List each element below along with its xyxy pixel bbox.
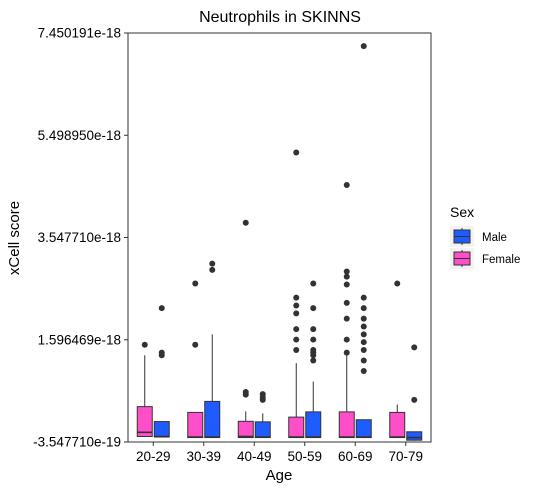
outlier-point <box>310 357 317 364</box>
box-male-50-59 <box>305 280 322 439</box>
box-female-50-59 <box>288 149 305 439</box>
box-female-40-49 <box>237 219 254 439</box>
outlier-point <box>259 391 266 398</box>
outlier-point <box>310 336 317 343</box>
outlier-point <box>411 396 418 403</box>
outlier-point <box>293 336 300 343</box>
box-female-20-29 <box>136 341 153 438</box>
y-axis: -3.547710e-19 1.596469e-18 3.547710e-18 5.4… <box>33 26 128 450</box>
legend-label-female: Female <box>482 254 520 266</box>
legend-item-male: Male <box>450 226 507 247</box>
outlier-point <box>293 310 300 317</box>
box-female-60-69 <box>338 181 355 439</box>
y-tick-label: 5.498950e-18 <box>38 128 121 143</box>
y-tick-label: 3.547710e-18 <box>38 230 121 245</box>
outlier-point <box>394 280 401 287</box>
outlier-point <box>360 315 367 322</box>
outlier-point <box>343 315 350 322</box>
x-tick-label: 50-59 <box>287 449 322 464</box>
chart-title: Neutrophils in SKINNS <box>199 9 361 26</box>
box-body <box>136 406 153 438</box>
box-body <box>254 421 271 439</box>
outlier-point <box>158 349 165 356</box>
box-male-70-79 <box>406 344 423 441</box>
legend: Sex Male Female <box>450 204 520 269</box>
box-body <box>288 416 305 439</box>
outlier-point <box>343 336 350 343</box>
box-body <box>153 421 170 438</box>
outlier-point <box>343 349 350 356</box>
box-body <box>355 419 372 439</box>
outlier-point <box>242 219 249 226</box>
box-male-20-29 <box>153 305 170 438</box>
box-body <box>406 431 423 441</box>
legend-label-male: Male <box>482 232 507 244</box>
outlier-point <box>343 273 350 280</box>
box-body <box>305 411 322 439</box>
box-body <box>187 411 204 439</box>
x-tick-label: 70-79 <box>388 449 423 464</box>
outlier-point <box>158 305 165 312</box>
x-tick-label: 40-49 <box>237 449 272 464</box>
outlier-point <box>343 268 350 275</box>
box-female-30-39 <box>187 280 204 439</box>
outlier-point <box>411 344 418 351</box>
box-male-40-49 <box>254 391 271 439</box>
box-body <box>204 400 221 439</box>
outlier-point <box>209 260 216 267</box>
outlier-point <box>360 331 367 338</box>
box-body <box>338 411 355 439</box>
outlier-point <box>192 280 199 287</box>
outlier-point <box>360 43 367 50</box>
boxes-layer <box>136 43 423 441</box>
box-male-30-39 <box>204 260 221 439</box>
y-axis-title: xCell score <box>6 201 23 275</box>
outlier-point <box>360 357 367 364</box>
outlier-point <box>360 339 367 346</box>
outlier-point <box>293 294 300 301</box>
outlier-point <box>192 341 199 348</box>
outlier-point <box>360 368 367 375</box>
box-body <box>389 411 406 439</box>
y-tick-label: 7.450191e-18 <box>38 26 121 41</box>
x-tick-label: 60-69 <box>338 449 373 464</box>
x-axis: 20-29 30-39 40-49 50-59 60-69 70-79 <box>136 442 423 464</box>
outlier-point <box>360 305 367 312</box>
outlier-point <box>360 347 367 354</box>
x-axis-title: Age <box>266 467 293 484</box>
outlier-point <box>293 149 300 156</box>
outlier-point <box>293 326 300 333</box>
box-body <box>237 420 254 439</box>
outlier-point <box>360 294 367 301</box>
outlier-point <box>310 326 317 333</box>
box-female-70-79 <box>389 280 406 439</box>
y-tick-label: -3.547710e-19 <box>33 435 121 450</box>
outlier-point <box>310 280 317 287</box>
legend-item-female: Female <box>450 248 520 269</box>
outlier-point <box>343 181 350 188</box>
outlier-point <box>343 281 350 288</box>
outlier-point <box>310 305 317 312</box>
outlier-point <box>293 302 300 309</box>
outlier-point <box>360 323 367 330</box>
outlier-point <box>141 341 148 348</box>
outlier-point <box>310 347 317 354</box>
outlier-point <box>293 347 300 354</box>
outlier-point <box>242 388 249 395</box>
box-male-60-69 <box>355 43 372 439</box>
outlier-point <box>343 299 350 306</box>
legend-title: Sex <box>450 204 474 220</box>
y-tick-label: 1.596469e-18 <box>38 332 121 347</box>
x-tick-label: 20-29 <box>136 449 171 464</box>
outlier-point <box>209 266 216 273</box>
plot-panel <box>127 32 432 443</box>
x-tick-label: 30-39 <box>186 449 221 464</box>
